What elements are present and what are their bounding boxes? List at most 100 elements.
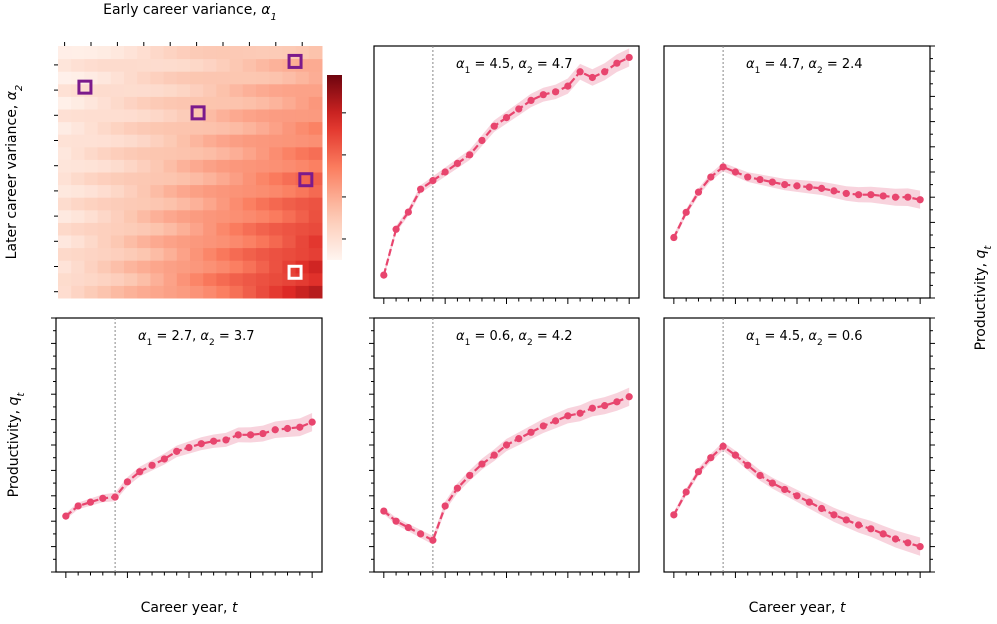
heatmap-cell: [97, 197, 112, 211]
data-point: [682, 488, 690, 496]
heatmap-cell: [229, 96, 244, 110]
heatmap-cell: [176, 285, 191, 299]
data-point: [891, 193, 900, 201]
data-point: [429, 536, 437, 544]
heatmap-cell: [229, 272, 244, 286]
heatmap-cell: [269, 247, 283, 261]
heatmap-cell: [242, 222, 257, 236]
heatmap-cell: [282, 184, 297, 198]
heatmap-cell: [163, 121, 178, 135]
heatmap-cell: [58, 235, 72, 249]
data-point: [296, 423, 304, 431]
heatmap-cell: [150, 109, 165, 123]
heatmap-cell: [176, 260, 191, 274]
heatmap-cell: [110, 260, 125, 274]
heatmap-cell: [295, 146, 310, 160]
data-point: [805, 498, 813, 506]
heatmap-cell: [256, 272, 270, 286]
heatmap-cell: [124, 247, 138, 261]
heatmap-cell: [242, 184, 257, 198]
heatmap-cell: [176, 46, 191, 60]
heatmap-cell: [269, 134, 283, 148]
heatmap-cell: [84, 146, 99, 160]
data-point: [588, 404, 596, 412]
heatmap-cell: [203, 58, 217, 72]
heatmap-cell: [295, 109, 310, 123]
heatmap-cell: [216, 247, 231, 261]
heatmap-cell: [269, 285, 283, 299]
data-point: [539, 91, 547, 99]
data-point: [173, 447, 181, 455]
heatmap-cell: [190, 159, 204, 173]
heatmap-cell: [242, 96, 257, 110]
heatmap-cell: [229, 285, 244, 299]
data-point: [670, 511, 678, 519]
data-point: [781, 485, 789, 494]
heatmap-cell: [256, 146, 270, 160]
data-point: [404, 208, 412, 216]
heatmap-cell: [269, 109, 283, 123]
data-point: [830, 511, 838, 519]
data-point: [551, 417, 560, 425]
heatmap-cell: [150, 197, 165, 211]
data-point: [308, 418, 316, 426]
heatmap-cell: [216, 285, 231, 299]
data-point: [756, 471, 764, 480]
heatmap-cell: [308, 96, 323, 110]
heatmap-cell: [124, 235, 138, 249]
heatmap-cell: [256, 209, 270, 223]
heatmap-cell: [110, 184, 125, 198]
data-point: [490, 122, 498, 130]
data-point: [916, 196, 924, 204]
heatmap-cell: [190, 121, 204, 135]
heatmap-cell: [97, 109, 112, 123]
heatmap-cell: [269, 121, 283, 135]
heatmap-cell: [71, 272, 85, 286]
data-point: [867, 191, 875, 199]
data-point: [719, 163, 727, 171]
data-point: [185, 443, 193, 452]
heatmap-cell: [97, 247, 112, 261]
y-axis-label: Later career variance, α2: [4, 85, 25, 260]
heatmap-cell: [84, 46, 99, 60]
heatmap-cell: [150, 235, 165, 249]
data-point: [111, 493, 119, 501]
heatmap-cell: [216, 96, 231, 110]
heatmap-cell: [203, 134, 217, 148]
data-point: [613, 398, 621, 406]
heatmap-cell: [110, 247, 125, 261]
heatmap-cell: [216, 184, 231, 198]
heatmap-cell: [163, 58, 178, 72]
heatmap-cell: [150, 184, 165, 198]
heatmap-cell: [124, 197, 138, 211]
data-point: [576, 68, 584, 76]
data-point: [601, 68, 609, 76]
heatmap-cell: [110, 109, 125, 123]
heatmap-cell: [190, 184, 204, 198]
heatmap-cell: [190, 197, 204, 211]
heatmap-cell: [110, 235, 125, 249]
heatmap-cell: [190, 222, 204, 236]
heatmap-cell: [71, 209, 85, 223]
heatmap-cell: [282, 235, 297, 249]
heatmap-cell: [269, 260, 283, 274]
heatmap-cell: [295, 71, 310, 85]
y-axis-label: Productivity, qt: [6, 392, 27, 498]
heatmap-cell: [282, 247, 297, 261]
heatmap-cell: [282, 83, 297, 97]
heatmap-cell: [124, 58, 138, 72]
heatmap-cell: [150, 209, 165, 223]
heatmap-cell: [71, 222, 85, 236]
data-point: [694, 468, 703, 476]
heatmap-cell: [242, 146, 257, 160]
x-axis-label: Career year, t: [749, 600, 846, 616]
heatmap-cell: [190, 58, 204, 72]
heatmap-cell: [282, 159, 297, 173]
heatmap-cell: [190, 260, 204, 274]
heatmap-cell: [269, 172, 283, 186]
heatmap-cell: [256, 83, 270, 97]
heatmap-cell: [71, 260, 85, 274]
heatmap-cell: [282, 285, 297, 299]
heatmap-cell: [216, 146, 231, 160]
heatmap-cell: [216, 121, 231, 135]
